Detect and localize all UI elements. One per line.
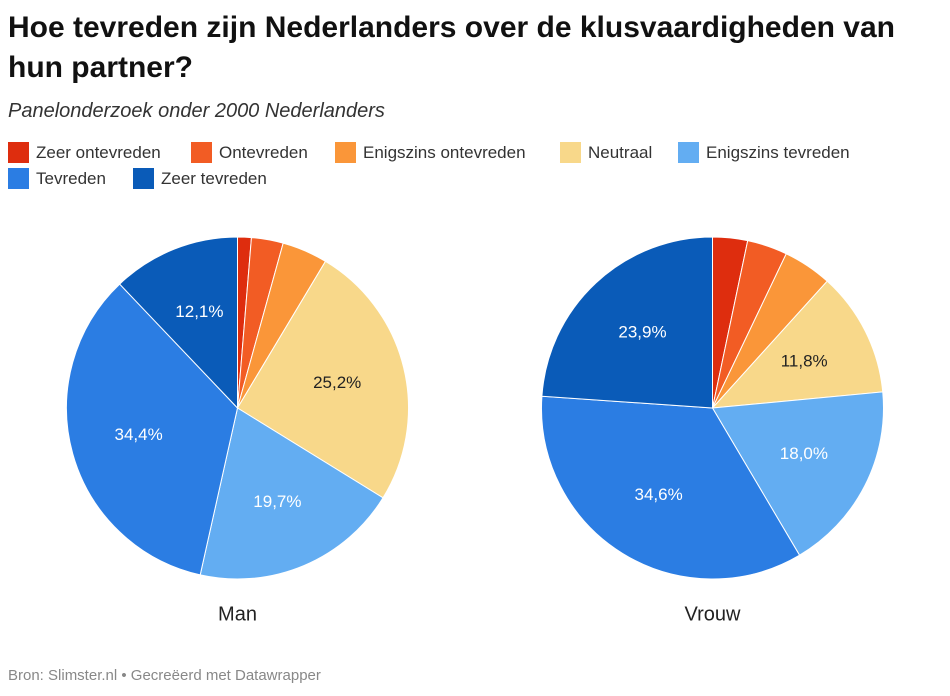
legend-item-enigszins-ontevreden: Enigszins ontevreden	[335, 142, 526, 163]
pie-man: 25,2% 19,7% 34,4% 12,1% Man	[66, 236, 409, 625]
source-note: Bron: Slimster.nl • Gecreëerd met Datawr…	[8, 667, 321, 684]
legend-item-enigszins-tevreden: Enigszins tevreden	[678, 142, 850, 163]
data-label-vrouw-tevreden: 34,6%	[634, 485, 682, 504]
legend-label-zeer-ontevreden: Zeer ontevreden	[36, 142, 161, 162]
slice-vrouw-neutraal	[711, 280, 884, 409]
legend-swatch-neutraal	[560, 142, 581, 163]
legend-swatch-tevreden	[8, 168, 29, 189]
slice-man-neutraal	[236, 260, 409, 499]
slice-vrouw-tevreden	[541, 395, 801, 580]
data-label-man-enigszins-tevreden: 19,7%	[253, 492, 301, 511]
legend-label-tevreden: Tevreden	[36, 168, 106, 188]
slice-vrouw-zeer-tevreden	[541, 236, 713, 409]
legend-label-ontevreden: Ontevreden	[219, 142, 308, 162]
pie-vrouw: 11,8% 18,0% 34,6% 23,9% Vrouw	[541, 236, 884, 625]
legend-item-neutraal: Neutraal	[560, 142, 652, 163]
chart-subtitle: Panelonderzoek onder 2000 Nederlanders	[8, 100, 385, 122]
legend-swatch-zeer-ontevreden	[8, 142, 29, 163]
data-label-man-tevreden: 34,4%	[114, 425, 162, 444]
legend-swatch-enigszins-ontevreden	[335, 142, 356, 163]
pie-label-vrouw: Vrouw	[685, 603, 742, 625]
slice-vrouw-enigszins-tevreden	[711, 391, 884, 556]
data-label-man-zeer-tevreden: 12,1%	[175, 302, 223, 321]
data-label-vrouw-neutraal: 11,8%	[781, 351, 828, 370]
slice-man-enigszins-tevreden	[199, 407, 384, 580]
legend-swatch-enigszins-tevreden	[678, 142, 699, 163]
slice-man-tevreden	[66, 283, 239, 576]
data-label-man-neutraal: 25,2%	[313, 373, 361, 392]
slice-man-zeer-tevreden	[118, 236, 238, 410]
legend-swatch-zeer-tevreden	[133, 168, 154, 189]
legend-label-enigszins-ontevreden: Enigszins ontevreden	[363, 142, 526, 162]
legend-item-zeer-ontevreden: Zeer ontevreden	[8, 142, 161, 163]
legend-label-neutraal: Neutraal	[588, 142, 653, 162]
data-label-vrouw-enigszins-tevreden: 18,0%	[780, 444, 828, 463]
legend-item-zeer-tevreden: Zeer tevreden	[133, 168, 267, 189]
data-label-vrouw-zeer-tevreden: 23,9%	[618, 322, 666, 341]
pie-label-man: Man	[218, 603, 257, 625]
legend-item-tevreden: Tevreden	[8, 168, 106, 189]
legend-swatch-ontevreden	[191, 142, 212, 163]
chart-title: Hoe tevreden zijn Nederlanders over de k…	[8, 11, 895, 84]
legend-item-ontevreden: Ontevreden	[191, 142, 308, 163]
legend-label-enigszins-tevreden: Enigszins tevreden	[706, 142, 850, 162]
legend-label-zeer-tevreden: Zeer tevreden	[161, 168, 267, 188]
